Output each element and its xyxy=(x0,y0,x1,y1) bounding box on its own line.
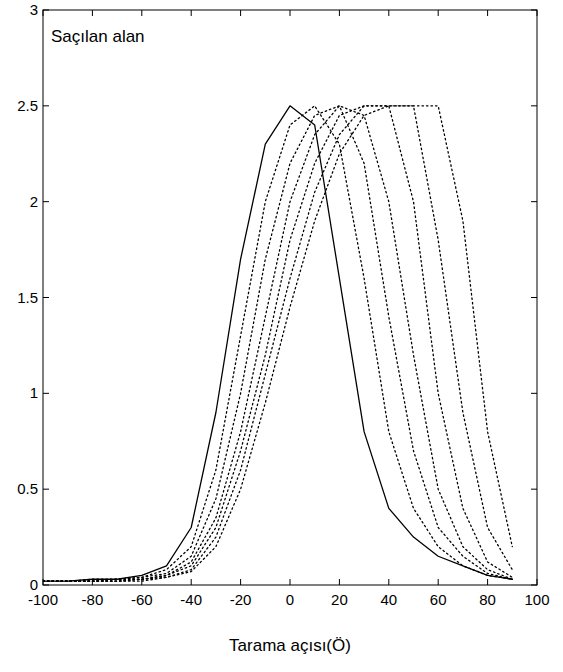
y-tick-label: 0 xyxy=(30,576,38,593)
x-tick xyxy=(191,579,192,585)
y-tick xyxy=(43,105,49,106)
x-tick-label: 60 xyxy=(430,591,447,608)
x-tick xyxy=(43,579,44,585)
curve xyxy=(43,106,512,581)
y-tick xyxy=(531,10,537,11)
y-tick xyxy=(43,297,49,298)
y-tick xyxy=(531,585,537,586)
x-tick xyxy=(438,10,439,16)
x-tick xyxy=(240,10,241,16)
curve xyxy=(43,106,512,581)
x-tick xyxy=(191,10,192,16)
x-tick-label: -40 xyxy=(180,591,202,608)
y-tick xyxy=(531,297,537,298)
y-tick-label: 1 xyxy=(30,384,38,401)
x-tick xyxy=(240,579,241,585)
x-tick-label: 100 xyxy=(524,591,549,608)
x-tick xyxy=(290,10,291,16)
y-tick-label: 0.5 xyxy=(17,480,38,497)
x-tick xyxy=(388,10,389,16)
y-tick-label: 2.5 xyxy=(17,97,38,114)
x-tick xyxy=(487,579,488,585)
x-tick-label: -20 xyxy=(230,591,252,608)
x-tick xyxy=(43,10,44,16)
y-tick-label: 1.5 xyxy=(17,289,38,306)
x-tick xyxy=(339,10,340,16)
y-tick xyxy=(43,201,49,202)
x-tick xyxy=(537,10,538,16)
x-tick-label: 20 xyxy=(331,591,348,608)
y-tick xyxy=(531,105,537,106)
curve xyxy=(43,106,512,581)
curve xyxy=(43,106,512,581)
x-tick xyxy=(537,579,538,585)
y-tick xyxy=(43,10,49,11)
y-tick xyxy=(43,585,49,586)
x-tick xyxy=(487,10,488,16)
plot-frame xyxy=(43,10,537,585)
y-tick-label: 2 xyxy=(30,193,38,210)
x-tick-label: 40 xyxy=(380,591,397,608)
x-tick xyxy=(388,579,389,585)
x-tick-label: -100 xyxy=(28,591,58,608)
curve xyxy=(43,106,512,581)
x-tick-label: -80 xyxy=(82,591,104,608)
y-tick xyxy=(43,393,49,394)
y-tick xyxy=(531,489,537,490)
y-tick-label: 3 xyxy=(30,1,38,18)
x-tick xyxy=(339,579,340,585)
chart: -100 -80 -60 -40 -20 0 20 40 60 80 100 0 0.5 1 1.5 2 2.5… xyxy=(0,0,563,672)
x-tick-label: -60 xyxy=(131,591,153,608)
y-tick xyxy=(531,201,537,202)
x-tick-label: 0 xyxy=(286,591,294,608)
y-tick xyxy=(531,393,537,394)
x-tick xyxy=(290,579,291,585)
x-tick xyxy=(92,10,93,16)
title: Saçılan alan xyxy=(51,27,145,46)
y-tick xyxy=(43,489,49,490)
x-tick xyxy=(141,579,142,585)
curve xyxy=(43,106,512,581)
series-group xyxy=(43,106,512,581)
x-axis-title: Tarama açısı(Ö) xyxy=(229,636,351,655)
x-tick xyxy=(141,10,142,16)
curve xyxy=(43,106,512,581)
x-tick-label: 80 xyxy=(479,591,496,608)
x-tick xyxy=(438,579,439,585)
